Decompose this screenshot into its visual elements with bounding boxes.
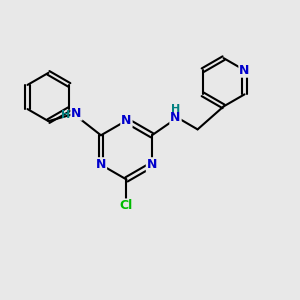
Text: N: N: [147, 158, 157, 171]
Text: N: N: [239, 64, 250, 77]
Text: N: N: [170, 111, 181, 124]
Text: H: H: [61, 110, 70, 120]
Text: N: N: [71, 107, 82, 120]
Text: N: N: [96, 158, 106, 171]
Text: N: N: [121, 114, 132, 127]
Text: Cl: Cl: [120, 200, 133, 212]
Text: H: H: [171, 104, 180, 114]
